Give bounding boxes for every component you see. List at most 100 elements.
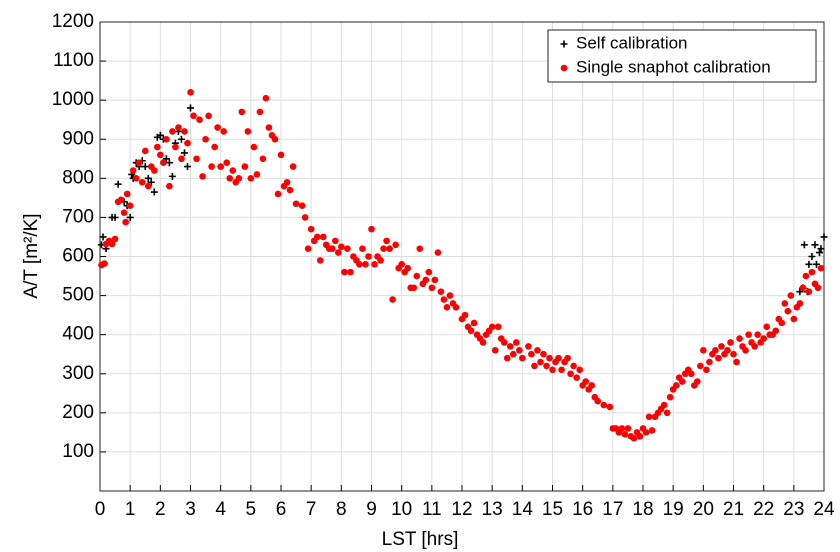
point [250, 143, 258, 151]
point [413, 272, 421, 280]
point [772, 327, 780, 335]
point [546, 354, 553, 362]
point [129, 167, 137, 174]
point [377, 257, 384, 264]
point [169, 128, 176, 135]
point [694, 378, 701, 385]
point [678, 378, 686, 385]
point [265, 124, 273, 131]
x-tick-label: 1 [125, 499, 136, 520]
point [778, 319, 786, 327]
point [160, 159, 167, 166]
y-tick-label: 1100 [53, 50, 94, 71]
point [359, 245, 366, 252]
point [178, 155, 185, 163]
x-tick-label: 9 [366, 499, 377, 520]
point [199, 173, 206, 180]
point [223, 159, 230, 166]
point [440, 296, 448, 303]
point [733, 358, 740, 366]
point [802, 272, 810, 280]
point [144, 182, 152, 190]
x-tick-label: 23 [783, 499, 804, 520]
point [181, 128, 188, 135]
point [531, 362, 538, 370]
point [277, 151, 285, 159]
point [808, 253, 816, 260]
point [183, 163, 191, 171]
x-tick-label: 20 [693, 499, 714, 520]
point [712, 347, 719, 354]
x-tick-label: 11 [422, 499, 442, 520]
point [534, 347, 541, 354]
point [506, 343, 514, 350]
point [262, 94, 270, 102]
point [392, 241, 399, 249]
point [304, 245, 312, 252]
y-tick-label: 700 [62, 206, 94, 227]
point [730, 350, 737, 358]
point [431, 276, 439, 284]
point [437, 288, 445, 295]
point [479, 339, 487, 346]
point [332, 237, 339, 245]
x-tick-label: 14 [512, 499, 534, 520]
legend-marker [560, 64, 568, 72]
point [588, 382, 596, 389]
x-axis-label: LST [hrs] [382, 529, 459, 550]
y-tick-label: 800 [62, 167, 94, 188]
point [573, 374, 580, 381]
point [147, 178, 155, 186]
legend-label: Single snaphot calibration [576, 57, 771, 76]
x-tick-label: 18 [632, 499, 653, 520]
x-tick-label: 22 [753, 499, 774, 520]
x-tick-label: 10 [391, 499, 412, 520]
point [718, 343, 725, 350]
point [745, 331, 752, 338]
point [621, 431, 629, 438]
point [636, 432, 644, 440]
point [166, 182, 173, 190]
point [101, 260, 108, 267]
point [606, 403, 614, 411]
point [289, 163, 297, 170]
point [365, 253, 372, 260]
point [274, 190, 282, 198]
point [576, 366, 583, 374]
point [256, 108, 264, 116]
point [111, 213, 119, 221]
x-tick-label: 4 [215, 499, 226, 520]
x-tick-label: 13 [482, 499, 503, 520]
point [389, 296, 396, 303]
point [154, 143, 161, 151]
point [371, 261, 378, 268]
point [156, 131, 164, 139]
point [760, 335, 767, 342]
point [202, 135, 209, 143]
point [338, 243, 345, 251]
point [368, 225, 375, 233]
point [229, 167, 237, 174]
point [177, 135, 185, 143]
x-tick-label: 17 [602, 499, 623, 520]
point [208, 163, 215, 170]
point [817, 264, 825, 272]
point [211, 143, 218, 151]
point [126, 213, 134, 221]
point [386, 245, 393, 252]
point [700, 347, 707, 354]
point [425, 268, 433, 276]
point [298, 202, 306, 209]
point [500, 339, 508, 346]
point [108, 240, 116, 248]
y-tick-label: 1200 [52, 11, 94, 32]
point [736, 335, 743, 342]
point [144, 174, 152, 182]
y-tick-label: 900 [62, 128, 94, 149]
point [513, 339, 520, 346]
point [666, 393, 674, 401]
point [344, 245, 351, 252]
x-tick-label: 8 [336, 499, 347, 520]
